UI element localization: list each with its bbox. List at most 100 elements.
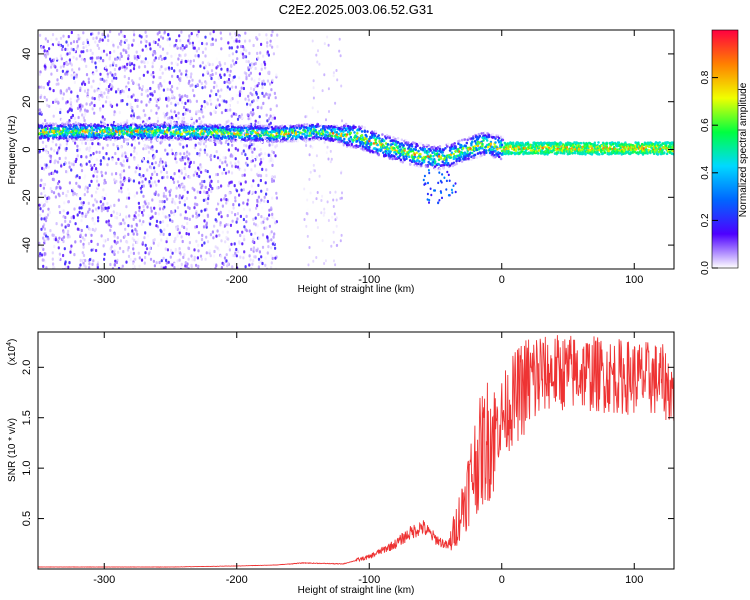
heatmap-cell xyxy=(180,72,183,76)
heatmap-cell xyxy=(74,222,77,226)
heatmap-cell xyxy=(71,129,74,133)
heatmap-cell xyxy=(106,163,109,167)
heatmap-cell xyxy=(248,263,251,267)
heatmap-cell xyxy=(413,153,416,156)
heatmap-cell xyxy=(148,180,151,184)
heatmap-cell xyxy=(48,196,51,200)
heatmap-cell xyxy=(41,122,45,126)
heatmap-cell xyxy=(305,144,308,147)
heatmap-cell xyxy=(185,227,188,231)
heatmap-cell xyxy=(84,233,87,237)
heatmap-cell xyxy=(188,241,191,245)
heatmap-cell xyxy=(188,98,191,102)
heatmap-cell xyxy=(396,137,400,140)
heatmap-cell xyxy=(154,97,157,101)
heatmap-cell xyxy=(377,134,380,137)
heatmap-cell xyxy=(106,72,109,76)
heatmap-cell xyxy=(176,75,179,79)
heatmap-cell xyxy=(43,49,46,53)
heatmap-cell xyxy=(95,200,98,204)
heatmap-cell xyxy=(109,64,112,68)
heatmap-cell xyxy=(243,143,246,147)
heatmap-cell xyxy=(242,84,246,88)
heatmap-cell xyxy=(158,199,161,204)
heatmap-cell xyxy=(258,115,261,119)
heatmap-cell xyxy=(138,209,141,213)
heatmap-cell xyxy=(145,40,148,44)
heatmap-cell xyxy=(257,195,260,199)
heatmap-cell xyxy=(176,259,179,263)
heatmap-cell xyxy=(113,203,116,207)
heatmap-cell xyxy=(106,143,109,147)
heatmap-cell xyxy=(40,201,43,205)
heatmap-cell xyxy=(276,139,279,143)
heatmap-cell xyxy=(151,61,154,65)
heatmap-cell xyxy=(340,171,343,175)
heatmap-cell xyxy=(117,45,120,49)
heatmap-cell xyxy=(214,142,217,147)
heatmap-cell xyxy=(146,160,149,164)
heatmap-cell xyxy=(177,116,180,120)
heatmap-cell xyxy=(126,62,129,66)
heatmap-cell xyxy=(80,155,83,159)
heatmap-cell xyxy=(76,40,79,44)
heatmap-cell xyxy=(138,264,141,268)
heatmap-cell xyxy=(402,144,405,147)
heatmap-cell xyxy=(257,105,260,109)
heatmap-cell xyxy=(174,53,177,57)
heatmap-cell xyxy=(209,111,212,115)
heatmap-cell xyxy=(147,214,150,218)
heatmap-cell xyxy=(106,95,109,99)
heatmap-cell xyxy=(185,44,188,48)
heatmap-cell xyxy=(97,183,100,187)
heatmap-cell xyxy=(141,180,144,184)
heatmap-cell xyxy=(164,113,167,117)
heatmap-cell xyxy=(167,98,170,102)
heatmap-cell xyxy=(65,62,69,66)
heatmap-cell xyxy=(106,75,109,79)
heatmap-cell xyxy=(135,124,138,128)
heatmap-cell xyxy=(68,165,71,169)
heatmap-cell xyxy=(317,49,319,53)
heatmap-cell xyxy=(263,226,266,230)
heatmap-cell xyxy=(248,51,251,55)
heatmap-cell xyxy=(155,104,158,108)
heatmap-cell xyxy=(128,125,131,128)
heatmap-cell xyxy=(269,232,272,236)
heatmap-cell xyxy=(431,163,434,167)
heatmap-cell xyxy=(208,249,211,253)
heatmap-cell xyxy=(155,261,158,265)
heatmap-cell xyxy=(58,205,61,209)
heatmap-cell xyxy=(354,125,357,129)
heatmap-cell xyxy=(78,148,81,152)
heatmap-cell xyxy=(247,94,250,98)
heatmap-cell xyxy=(228,73,231,77)
heatmap-cell xyxy=(231,59,234,63)
heatmap-cell xyxy=(243,225,246,229)
heatmap-cell xyxy=(228,181,231,185)
heatmap-cell xyxy=(52,265,55,269)
heatmap-cell xyxy=(214,218,217,222)
heatmap-cell xyxy=(48,80,51,84)
heatmap-cell xyxy=(181,101,184,105)
heatmap-cell xyxy=(228,46,231,50)
heatmap-cell xyxy=(135,50,138,54)
heatmap-cell xyxy=(101,118,104,122)
heatmap-cell xyxy=(173,262,176,266)
heatmap-cell xyxy=(120,190,123,194)
heatmap-cell xyxy=(244,126,248,130)
heatmap-cell xyxy=(262,216,265,220)
heatmap-cell xyxy=(156,138,160,142)
heatmap-cell xyxy=(206,190,209,195)
heatmap-cell xyxy=(195,263,198,267)
heatmap-cell xyxy=(53,64,56,68)
heatmap-cell xyxy=(58,185,61,189)
heatmap-cell xyxy=(68,235,71,239)
heatmap-cell xyxy=(223,167,226,172)
heatmap-cell xyxy=(95,190,98,194)
heatmap-cell xyxy=(234,147,237,151)
heatmap-cell xyxy=(370,142,373,146)
heatmap-cell xyxy=(124,39,127,43)
heatmap-cell xyxy=(132,251,135,255)
heatmap-cell xyxy=(67,229,70,233)
